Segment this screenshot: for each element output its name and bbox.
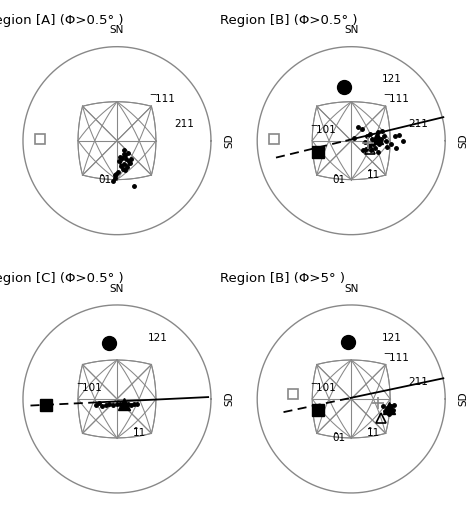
- Text: 0̑1: 0̑1: [332, 433, 346, 443]
- Text: SD: SD: [458, 134, 468, 148]
- Text: 211: 211: [409, 119, 428, 129]
- Text: ̅111: ̅111: [389, 352, 409, 363]
- Text: 211: 211: [174, 119, 194, 129]
- Text: SN: SN: [344, 25, 358, 36]
- Text: ̅111: ̅111: [389, 94, 409, 104]
- Text: 1̑1: 1̑1: [133, 428, 146, 438]
- Text: ̅111: ̅111: [155, 94, 175, 104]
- Text: SD: SD: [224, 392, 234, 407]
- Text: ̅101: ̅101: [316, 125, 336, 135]
- Text: Region [C] (Φ>0.5° ): Region [C] (Φ>0.5° ): [0, 272, 124, 285]
- Text: 0̑1: 0̑1: [98, 174, 111, 184]
- Text: Region [A] (Φ>0.5° ): Region [A] (Φ>0.5° ): [0, 14, 124, 26]
- Text: SN: SN: [110, 25, 124, 36]
- Text: Region [B] (Φ>0.5° ): Region [B] (Φ>0.5° ): [220, 14, 358, 26]
- Text: SD: SD: [224, 134, 234, 148]
- Text: ̅101: ̅101: [82, 383, 101, 393]
- Text: SN: SN: [110, 284, 124, 294]
- Text: 121: 121: [382, 74, 402, 84]
- Text: ̅101: ̅101: [316, 383, 336, 393]
- Text: 0̑1: 0̑1: [332, 174, 346, 184]
- Text: Region [B] (Φ>5° ): Region [B] (Φ>5° ): [220, 272, 346, 285]
- Text: 121: 121: [382, 333, 402, 342]
- Text: SN: SN: [344, 284, 358, 294]
- Text: 211: 211: [409, 377, 428, 387]
- Text: 1̑1: 1̑1: [367, 170, 380, 180]
- Text: 121: 121: [148, 333, 168, 342]
- Text: 1̑1: 1̑1: [367, 428, 380, 438]
- Text: SD: SD: [458, 392, 468, 407]
